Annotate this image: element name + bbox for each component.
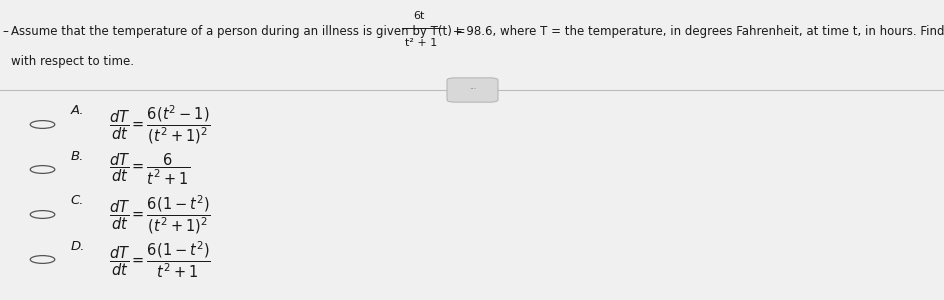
- Text: $\dfrac{dT}{dt} = \dfrac{6(t^2-1)}{(t^2+1)^2}$: $\dfrac{dT}{dt} = \dfrac{6(t^2-1)}{(t^2+…: [109, 103, 211, 146]
- Text: –: –: [3, 25, 8, 38]
- Text: Assume that the temperature of a person during an illness is given by T(t) =: Assume that the temperature of a person …: [11, 25, 469, 38]
- FancyBboxPatch shape: [447, 78, 497, 102]
- Text: C.: C.: [71, 194, 84, 208]
- Text: + 98.6, where T = the temperature, in degrees Fahrenheit, at time t, in hours. F: + 98.6, where T = the temperature, in de…: [448, 25, 944, 38]
- Text: t² + 1: t² + 1: [405, 38, 437, 49]
- Text: ···: ···: [468, 85, 476, 94]
- Text: $\dfrac{dT}{dt} = \dfrac{6(1-t^2)}{t^2+1}$: $\dfrac{dT}{dt} = \dfrac{6(1-t^2)}{t^2+1…: [109, 239, 211, 280]
- Text: D.: D.: [71, 239, 85, 253]
- Text: B.: B.: [71, 149, 84, 163]
- Text: A.: A.: [71, 104, 84, 118]
- Text: $\dfrac{dT}{dt} = \dfrac{6(1-t^2)}{(t^2+1)^2}$: $\dfrac{dT}{dt} = \dfrac{6(1-t^2)}{(t^2+…: [109, 193, 211, 236]
- Text: 6t: 6t: [413, 11, 424, 21]
- Text: $\dfrac{dT}{dt} = \dfrac{6}{t^2+1}$: $\dfrac{dT}{dt} = \dfrac{6}{t^2+1}$: [109, 152, 190, 187]
- Text: with respect to time.: with respect to time.: [11, 55, 134, 68]
